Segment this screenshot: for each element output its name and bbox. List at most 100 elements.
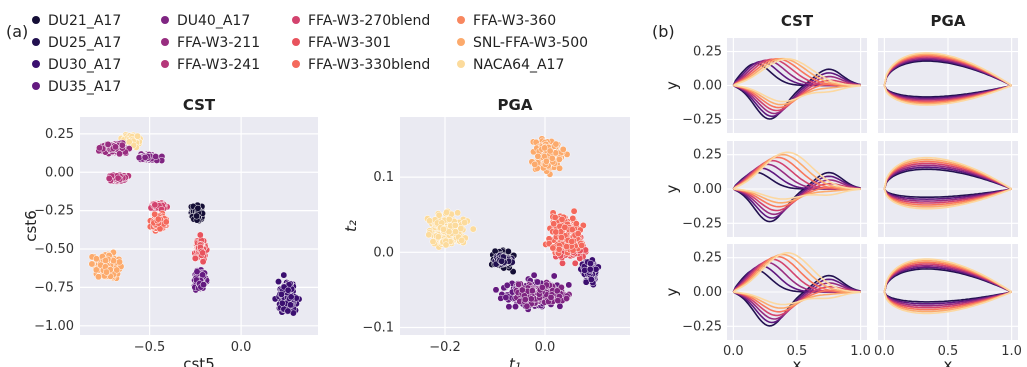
legend-label: FFA-W3-330blend [308, 57, 430, 73]
scatter-point [116, 258, 123, 266]
scatter-point [559, 259, 566, 267]
airfoil-upper-curve [883, 258, 1013, 293]
scatter-point [505, 303, 513, 311]
scatter-point [541, 144, 549, 152]
scatter-point [154, 215, 162, 223]
airfoil-upper-curve [883, 52, 1013, 87]
y-tick-label: 0.25 [693, 148, 722, 163]
y-tick-label: 0.0 [373, 245, 394, 260]
legend-marker [457, 16, 465, 24]
scatter-point [92, 255, 100, 263]
scatter-point [578, 241, 586, 249]
scatter-points [88, 131, 303, 317]
airfoil-lower-curve [733, 72, 861, 118]
y-tick-label: 0.25 [45, 127, 74, 142]
y-axis-label: cst6 [22, 210, 40, 242]
x-axis-label: t₁ [509, 355, 521, 367]
scatter-point [559, 145, 567, 153]
y-tick-label: −0.25 [34, 204, 74, 219]
scatter-point [571, 259, 579, 267]
scatter-point [498, 257, 506, 265]
scatter-point [112, 143, 119, 151]
scatter-point [518, 286, 526, 294]
scatter-point [114, 174, 122, 182]
scatter-point [458, 236, 466, 244]
airfoil-lower-curve [733, 188, 861, 200]
scatter-point [515, 280, 523, 288]
legend-marker [32, 38, 40, 46]
scatter-point [570, 207, 578, 215]
y-axis-label: y [663, 287, 681, 296]
airfoil-lower-curve [733, 188, 861, 204]
legend-label: SNL-FFA-W3-500 [473, 35, 588, 51]
legend-label: DU25_A17 [48, 35, 121, 51]
scatter-point [451, 221, 459, 229]
legend-marker [32, 16, 40, 24]
x-axis-label: x [793, 356, 802, 367]
shape-panels: CST PGA 0.25 0.00 −0.25 y 0.25 0.00 −0.25 y 0.25 0.… [663, 12, 1022, 367]
scatter-point [512, 303, 519, 311]
legend-label: DU40_A17 [177, 13, 250, 29]
airfoil-lower-curve [733, 84, 861, 103]
scatter-point [191, 254, 199, 262]
airfoil-lower-curve [883, 291, 1012, 315]
scatter-point [553, 287, 561, 295]
airfoil-upper-curve [732, 253, 861, 293]
scatter-point [550, 220, 558, 228]
airfoil-lower-curve [733, 278, 861, 324]
scatter-point [548, 154, 556, 162]
scatter-point [538, 283, 546, 291]
legend-marker [457, 38, 465, 46]
scatter-point [568, 238, 576, 245]
scatter-point [125, 138, 133, 146]
scatter-point [96, 144, 103, 152]
legend-label: NACA64_A17 [473, 57, 564, 73]
column-title: PGA [931, 12, 966, 30]
y-tick-label: −0.75 [34, 280, 74, 295]
x-tick-label: −0.2 [429, 340, 461, 355]
legend-label: FFA-W3-360 [473, 13, 556, 29]
scatter-point [199, 258, 207, 266]
scatter-point [193, 212, 201, 220]
scatter-point [568, 226, 576, 234]
legend-label: FFA-W3-211 [177, 35, 260, 51]
scatter-point [287, 293, 295, 301]
x-tick-label: 0.0 [231, 340, 252, 355]
legend-marker [32, 60, 40, 68]
cst-scatter-panel: −0.5 0.0 0.25 0.00 −0.25 −0.50 −0.75 −1.00 CST cs… [22, 96, 318, 367]
airfoil-lower-curve [732, 68, 861, 120]
scatter-point [531, 160, 539, 168]
scatter-point [592, 265, 600, 273]
legend: DU21_A17 DU25_A17 DU30_A17 DU35_A17 DU40_A17… [32, 13, 588, 95]
scatter-point [461, 219, 469, 226]
scatter-point [280, 271, 288, 279]
x-tick-label: −0.5 [134, 340, 166, 355]
scatter-point [443, 208, 451, 216]
scatter-point [587, 276, 595, 283]
scatter-point [92, 266, 100, 274]
x-tick-label: 0.0 [723, 344, 744, 359]
scatter-point [550, 272, 558, 280]
scatter-point [196, 231, 204, 239]
x-tick-label: 0.5 [938, 344, 959, 359]
legend-label: DU35_A17 [48, 79, 121, 95]
scatter-point [199, 249, 207, 257]
scatter-point [558, 215, 566, 223]
y-tick-label: 0.25 [693, 45, 722, 60]
scatter-point [151, 210, 159, 218]
scatter-point [546, 147, 554, 155]
scatter-point [440, 225, 447, 233]
scatter-points [424, 135, 602, 313]
scatter-point [534, 278, 541, 286]
chart-title: PGA [498, 96, 533, 114]
airfoil-upper-curve [732, 252, 861, 293]
scatter-point [457, 225, 465, 232]
scatter-point [503, 281, 511, 289]
scatter-point [527, 295, 535, 303]
scatter-point [547, 293, 555, 301]
scatter-point [141, 153, 149, 161]
scatter-point [429, 238, 437, 246]
airfoil-lower-curve [733, 291, 861, 306]
legend-marker [161, 60, 169, 68]
legend-marker [161, 16, 169, 24]
